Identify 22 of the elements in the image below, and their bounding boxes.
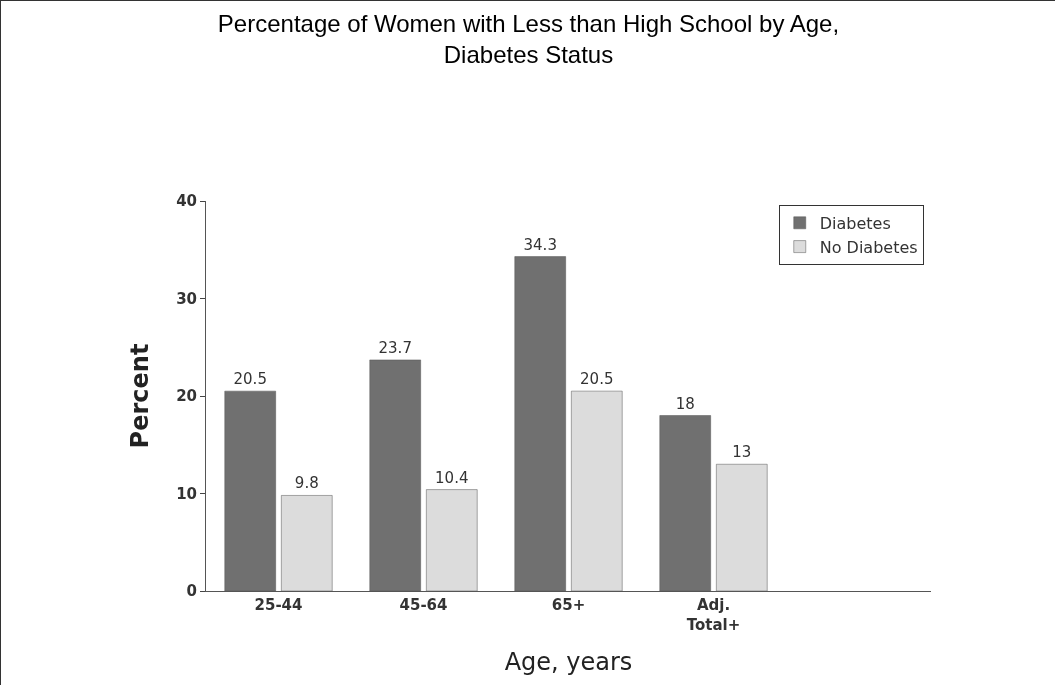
data-label: 18	[675, 394, 695, 413]
data-label: 20.5	[580, 370, 614, 389]
data-label: 34.3	[523, 235, 557, 254]
data-label: 10.4	[435, 468, 469, 487]
x-tick-label: 45-64	[399, 596, 448, 614]
y-tick-label: 0	[186, 582, 197, 601]
data-label: 9.8	[294, 474, 319, 493]
y-tick-label: 20	[176, 387, 197, 406]
y-tick-label: 40	[176, 192, 197, 211]
x-tick-label: 25-44	[254, 596, 303, 614]
x-tick-label: 65+	[551, 596, 586, 614]
legend-label: No Diabetes	[819, 237, 918, 257]
data-label: 23.7	[378, 338, 412, 357]
x-axis-title: Age, years	[504, 647, 633, 676]
y-tick-label: 10	[176, 484, 197, 503]
legend-label: Diabetes	[819, 214, 891, 234]
data-label: 13	[732, 443, 752, 462]
data-label: 20.5	[233, 370, 267, 389]
y-tick-label: 30	[176, 289, 197, 308]
y-axis-title: Percent	[126, 343, 155, 449]
x-tick-label: Adj. Total+	[686, 596, 741, 634]
chart-title: Percentage of Women with Less than High School by Age, Diabetes Status	[217, 9, 840, 69]
